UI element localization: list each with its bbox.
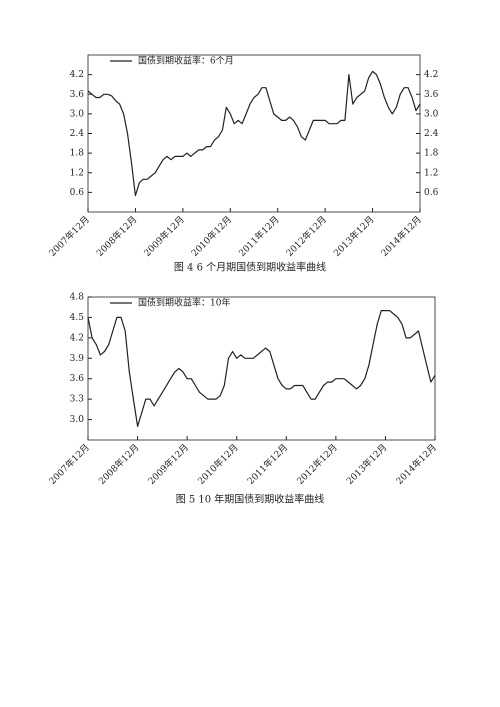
x-tick-label: 2009年12月 — [146, 441, 192, 487]
x-tick-label: 2013年12月 — [344, 441, 390, 487]
series-line — [87, 70, 421, 197]
y-tick-label: 4.8 — [70, 293, 85, 303]
x-tick-label: 2012年12月 — [284, 213, 330, 259]
x-tick-label: 2010年12月 — [189, 213, 235, 259]
x-tick-label: 2014年12月 — [393, 441, 439, 487]
x-tick-label: 2010年12月 — [195, 441, 241, 487]
x-tick-label: 2011年12月 — [236, 213, 282, 259]
y-tick-label: 4.2 — [70, 70, 84, 80]
y-tick-label: 3.0 — [70, 109, 85, 119]
y2-tick-label: 1.2 — [424, 168, 438, 178]
y-tick-label: 2.4 — [70, 129, 85, 139]
x-tick-label: 2011年12月 — [245, 441, 291, 487]
y-tick-label: 0.6 — [70, 188, 85, 198]
figure-caption: 图 4 6 个月期国债到期收益率曲线 — [174, 261, 326, 274]
x-tick-label: 2013年12月 — [331, 213, 377, 259]
y-tick-label: 3.0 — [70, 415, 85, 425]
y-tick-label: 3.6 — [70, 374, 85, 384]
legend-label: 国债到期收益率：6个月 — [138, 55, 234, 67]
series-line — [87, 310, 436, 427]
y-tick-label: 1.2 — [70, 168, 84, 178]
y2-tick-label: 2.4 — [424, 129, 439, 139]
y-tick-label: 3.6 — [70, 90, 85, 100]
y2-tick-label: 3.0 — [424, 109, 439, 119]
y-tick-label: 3.9 — [70, 354, 85, 364]
x-tick-label: 2007年12月 — [46, 213, 92, 259]
plot-frame — [87, 296, 436, 441]
y-tick-label: 4.5 — [70, 313, 85, 323]
x-tick-label: 2012年12月 — [294, 441, 340, 487]
y-tick-label: 1.8 — [70, 149, 85, 159]
y-tick-label: 3.3 — [70, 395, 85, 405]
x-tick-label: 2007年12月 — [46, 441, 92, 487]
y2-tick-label: 3.6 — [424, 90, 439, 100]
legend-label: 国债到期收益率：10年 — [138, 297, 230, 309]
y2-tick-label: 4.2 — [424, 70, 438, 80]
y-tick-label: 4.2 — [70, 333, 84, 343]
x-tick-label: 2008年12月 — [96, 441, 142, 487]
y2-tick-label: 0.6 — [424, 188, 439, 198]
x-tick-label: 2014年12月 — [378, 213, 424, 259]
y2-tick-label: 1.8 — [424, 149, 439, 159]
figure-caption: 图 5 10 年期国债到期收益率曲线 — [176, 493, 325, 506]
x-tick-label: 2008年12月 — [94, 213, 140, 259]
x-tick-label: 2009年12月 — [141, 213, 187, 259]
